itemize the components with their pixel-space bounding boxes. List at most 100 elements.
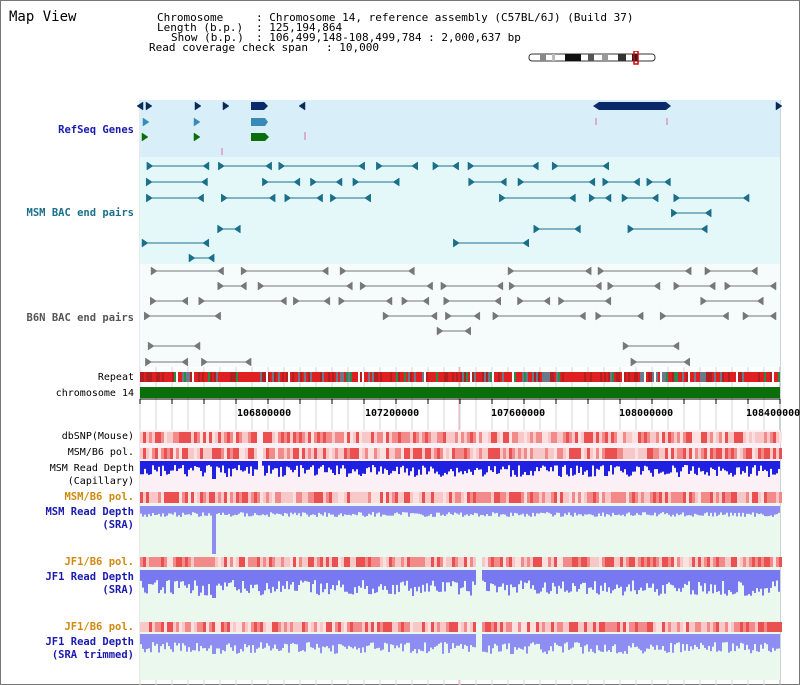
depth-bar [368, 634, 370, 646]
depth-bar [750, 570, 752, 596]
depth-bar [362, 461, 364, 474]
depth-bar [434, 634, 436, 647]
polymorphism-cell [677, 432, 680, 443]
polymorphism-cell [251, 492, 254, 503]
polymorphism-cell [674, 492, 677, 503]
polymorphism-cell [308, 622, 311, 632]
polymorphism-cell [530, 557, 533, 567]
polymorphism-cell [515, 492, 518, 503]
polymorphism-cell [374, 557, 377, 567]
repeat-segment [196, 372, 198, 382]
depth-bar [420, 461, 422, 475]
polymorphism-cell [533, 622, 536, 632]
repeat-segment [560, 372, 562, 382]
polymorphism-cell [674, 448, 677, 459]
chromosome-ideogram[interactable] [528, 51, 658, 65]
repeat-segment [520, 372, 522, 382]
track-label-msm-bac[interactable]: MSM BAC end pairs [26, 207, 134, 219]
polymorphism-cell [236, 557, 239, 567]
depth-bar [252, 461, 254, 476]
depth-bar [760, 634, 762, 645]
depth-bar [396, 506, 398, 513]
polymorphism-cell [206, 448, 209, 459]
polymorphism-cell [542, 557, 545, 567]
depth-bar [210, 506, 212, 516]
depth-bar [210, 634, 212, 646]
polymorphism-cell [512, 492, 515, 503]
bac-end-arrow [517, 296, 524, 306]
repeat-segment [402, 372, 404, 382]
polymorphism-cell [761, 432, 764, 443]
repeat-segment [482, 372, 484, 382]
depth-bar [458, 634, 460, 646]
bac-end-arrow [704, 266, 712, 276]
depth-bar [440, 634, 442, 643]
depth-bar [472, 506, 474, 515]
polymorphism-cell [626, 432, 629, 443]
polymorphism-cell [269, 448, 272, 459]
depth-bar [640, 461, 642, 475]
polymorphism-cell [140, 622, 143, 632]
repeat-segment [682, 372, 684, 382]
polymorphism-cell [773, 622, 776, 632]
polymorphism-cell [689, 492, 692, 503]
polymorphism-cell [359, 492, 362, 503]
depth-bar [570, 570, 572, 592]
polymorphism-cell [434, 622, 437, 632]
repeat-segment [572, 372, 574, 382]
polymorphism-cell [419, 448, 422, 459]
bac-end-arrow [257, 281, 265, 291]
polymorphism-cell [632, 492, 635, 503]
polymorphism-cell [623, 557, 626, 567]
polymorphism-cell [602, 557, 605, 567]
depth-bar [620, 506, 622, 516]
repeat-segment [214, 372, 216, 382]
depth-bar [266, 634, 268, 644]
repeat-segment [170, 372, 172, 382]
depth-bar [260, 634, 262, 643]
depth-bar [286, 634, 288, 645]
depth-bar [482, 506, 484, 515]
polymorphism-cell [221, 432, 224, 443]
polymorphism-cell [173, 622, 176, 632]
repeat-segment [424, 372, 426, 382]
repeat-segment [736, 372, 738, 382]
depth-bar [192, 570, 194, 591]
polymorphism-cell [422, 622, 425, 632]
track-label-b6n-bac[interactable]: B6N BAC end pairs [26, 312, 134, 324]
depth-bar [556, 506, 558, 513]
repeat-segment [440, 372, 442, 382]
polymorphism-cell [191, 448, 194, 459]
polymorphism-cell [704, 557, 707, 567]
polymorphism-cell [371, 448, 374, 459]
polymorphism-cell [296, 622, 299, 632]
polymorphism-cell [572, 448, 575, 459]
depth-bar [488, 570, 490, 592]
depth-bar [396, 570, 398, 585]
depth-bar [576, 506, 578, 516]
polymorphism-cell [317, 557, 320, 567]
bac-end-arrow [722, 311, 729, 321]
polymorphism-cell [743, 492, 746, 503]
depth-bar [428, 461, 430, 472]
repeat-segment [468, 372, 470, 382]
depth-bar [232, 461, 234, 469]
polymorphism-cell [356, 622, 359, 632]
depth-bar [364, 461, 366, 474]
track-label-refseq[interactable]: RefSeq Genes [58, 124, 134, 136]
depth-bar [758, 570, 760, 592]
repeat-segment [256, 372, 258, 382]
repeat-segment [294, 372, 296, 382]
repeat-segment [420, 372, 422, 382]
depth-bar [634, 461, 636, 472]
depth-bar [250, 506, 252, 517]
polymorphism-cell [350, 557, 353, 567]
polymorphism-cell [203, 448, 206, 459]
bac-end-arrow [339, 266, 347, 276]
depth-bar [264, 570, 266, 591]
depth-bar [504, 570, 506, 591]
polymorphism-cell [185, 432, 188, 443]
strand-arrow [222, 101, 230, 111]
polymorphism-cell [467, 432, 470, 443]
